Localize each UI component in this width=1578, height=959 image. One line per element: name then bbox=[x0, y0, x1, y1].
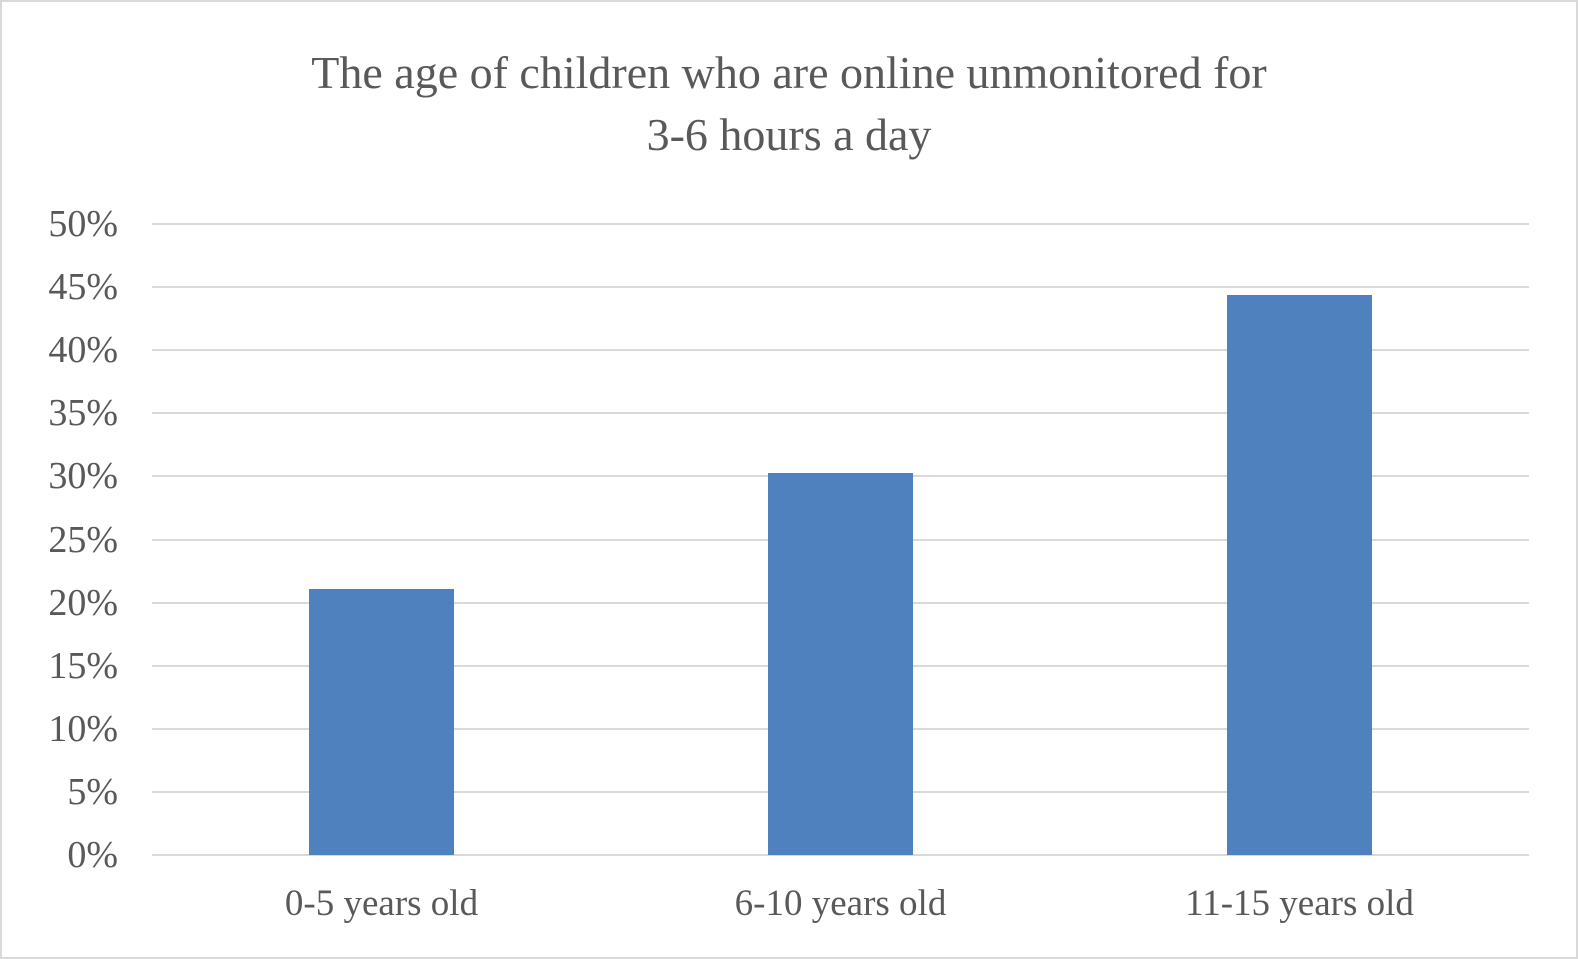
gridline-40% bbox=[152, 349, 1529, 352]
bar-6-10-years-old bbox=[768, 472, 913, 855]
y-tick-label-35%: 35% bbox=[48, 392, 118, 435]
chart-title: The age of children who are online unmon… bbox=[2, 42, 1576, 166]
y-tick-label-0%: 0% bbox=[67, 834, 118, 876]
bar-0-5-years-old bbox=[309, 588, 454, 855]
y-tick-label-45%: 45% bbox=[48, 266, 118, 309]
y-tick-label-5%: 5% bbox=[67, 770, 118, 813]
chart-title-line-1: The age of children who are online unmon… bbox=[311, 47, 1267, 98]
y-tick-label-50%: 50% bbox=[48, 203, 118, 245]
x-category-label-11-15-years-old: 11-15 years old bbox=[1185, 883, 1414, 924]
y-tick-label-40%: 40% bbox=[48, 329, 118, 372]
x-category-label-0-5-years-old: 0-5 years old bbox=[284, 883, 479, 924]
gridline-50% bbox=[152, 223, 1529, 225]
y-tick-label-20%: 20% bbox=[48, 581, 118, 624]
y-tick-label-15%: 15% bbox=[48, 644, 118, 687]
y-tick-label-10%: 10% bbox=[48, 707, 118, 750]
y-axis-labels: 0% 5% 10% 15% 20% 25% 30% 35% 40% 45% 50% bbox=[2, 205, 118, 874]
x-axis-labels: 0-5 years old 6-10 years old 11-15 years o… bbox=[152, 882, 1529, 926]
gridline-35% bbox=[152, 412, 1529, 415]
gridline-0% bbox=[152, 854, 1529, 856]
y-tick-label-25%: 25% bbox=[48, 518, 118, 561]
y-tick-label-30%: 30% bbox=[48, 455, 118, 498]
bar-11-15-years-old bbox=[1227, 294, 1372, 855]
plot-area bbox=[152, 223, 1529, 856]
x-category-label-6-10-years-old: 6-10 years old bbox=[734, 883, 947, 924]
gridline-45% bbox=[152, 286, 1529, 289]
chart-title-line-2: 3-6 hours a day bbox=[646, 109, 932, 160]
